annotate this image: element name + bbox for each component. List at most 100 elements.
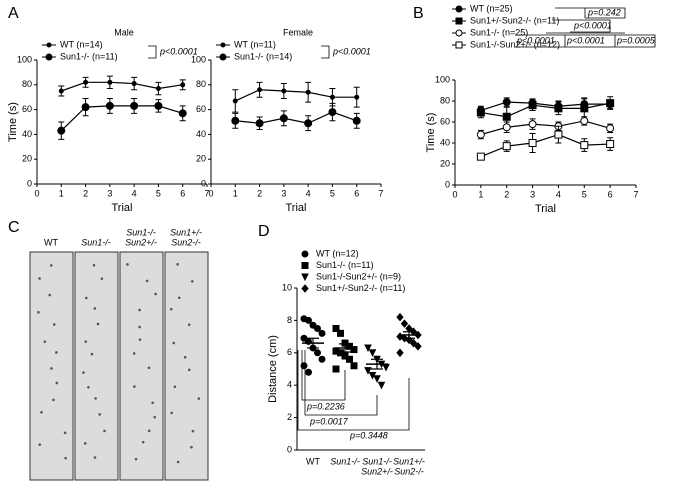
p-value: p<0.0001 [516,35,555,45]
x-tick-label: WT [306,456,320,466]
marker [255,119,264,128]
marker [57,126,66,135]
y-tick-label: 100 [17,54,32,64]
series-line [60,105,183,132]
p-value: p<0.0001 [573,20,612,30]
y-tick-label: 40 [22,129,32,139]
y-axis-label: Distance (cm) [267,335,279,403]
footprint [173,385,177,389]
marker [328,108,337,117]
marker [606,140,615,149]
marker [580,141,589,150]
footprint [90,352,94,356]
y-tick-label: 60 [22,104,32,114]
marker [350,362,358,370]
footprint [187,368,191,372]
marker [46,42,52,48]
y-tick-label: 40 [196,129,206,139]
marker [58,88,64,94]
marker [396,348,404,358]
y-tick-label: 20 [22,154,32,164]
marker [377,381,386,390]
column-header: Sun1-/- [81,237,111,247]
footprint [55,381,59,385]
marker [314,325,321,332]
footprint-strip [74,251,119,481]
p-value: p<0.0001 [566,35,605,45]
marker [414,342,422,351]
marker [580,104,589,113]
footprint [93,307,97,310]
panel-label: B [413,5,424,22]
legend-label: WT (n=11) [234,39,276,49]
marker [332,325,340,332]
footprint [141,440,145,444]
marker [455,29,463,37]
footprint [145,279,149,283]
x-axis-label: Trial [286,202,307,214]
footprint [94,397,97,400]
y-tick-label: 20 [196,154,206,164]
footprint [191,429,195,433]
bracket [148,45,157,59]
footprint [83,442,87,445]
footprint [52,398,55,402]
footprint [64,456,67,460]
legend-label: WT (n=25) [470,3,513,13]
y-tick-label: 40 [440,137,450,147]
marker [455,17,463,25]
chart-title: Male [114,27,134,37]
footprint-panel: WT Sun1-/-Sun1-/-Sun2+/-Sun1+/-Sun2-/- [29,227,209,481]
marker [180,82,186,88]
y-tick-label: 0 [287,444,292,454]
marker [332,365,340,373]
marker [455,41,463,49]
x-tick-label: 1 [478,189,483,199]
x-tick-label: 6 [608,189,613,199]
marker [476,108,485,117]
x-axis-label: Trial [535,203,556,215]
p-value: p=0.242 [587,7,621,17]
legend-label: WT (n=12) [316,248,359,258]
x-tick-label: 4 [132,188,137,198]
y-tick-label: 100 [191,54,206,64]
x-tick-label: Sun1-/- [330,456,360,466]
marker [350,346,358,354]
marker [364,367,372,375]
marker [528,120,537,129]
footprint [153,415,157,419]
p-value: p=0.3448 [349,430,388,440]
footprint [147,429,151,433]
marker [396,312,404,322]
marker [364,344,372,353]
x-tick-label: 0 [208,188,213,198]
y-tick-label: 6 [287,347,292,357]
panel-label: A [8,5,19,22]
x-tick-label: 3 [107,188,112,198]
sem-bar [307,337,319,349]
x-tick-label: Sun1+/- [393,456,425,466]
marker [305,368,312,376]
marker [502,112,511,121]
y-tick-label: 20 [440,158,450,168]
footprint [63,431,67,435]
legend-label: Sun1-/- (n=25) [470,27,528,37]
marker [81,103,90,112]
panel-label: D [258,223,270,240]
x-tick-label: 2 [504,189,509,199]
marker [301,273,309,282]
marker [476,130,485,139]
x-tick-label: 5 [330,188,335,198]
legend-label: Sun1-/- (n=14) [234,51,292,61]
marker [318,355,326,363]
footprint [177,296,181,300]
chart-title: Female [283,27,313,37]
column-header: Sun2+/- [125,237,157,247]
marker [382,363,390,372]
column-header: Sun1-/- [126,227,156,237]
marker [305,89,311,95]
footprint [183,355,187,359]
marker [304,119,313,128]
sem-bar [339,343,351,353]
x-tick-label: 0 [34,188,39,198]
